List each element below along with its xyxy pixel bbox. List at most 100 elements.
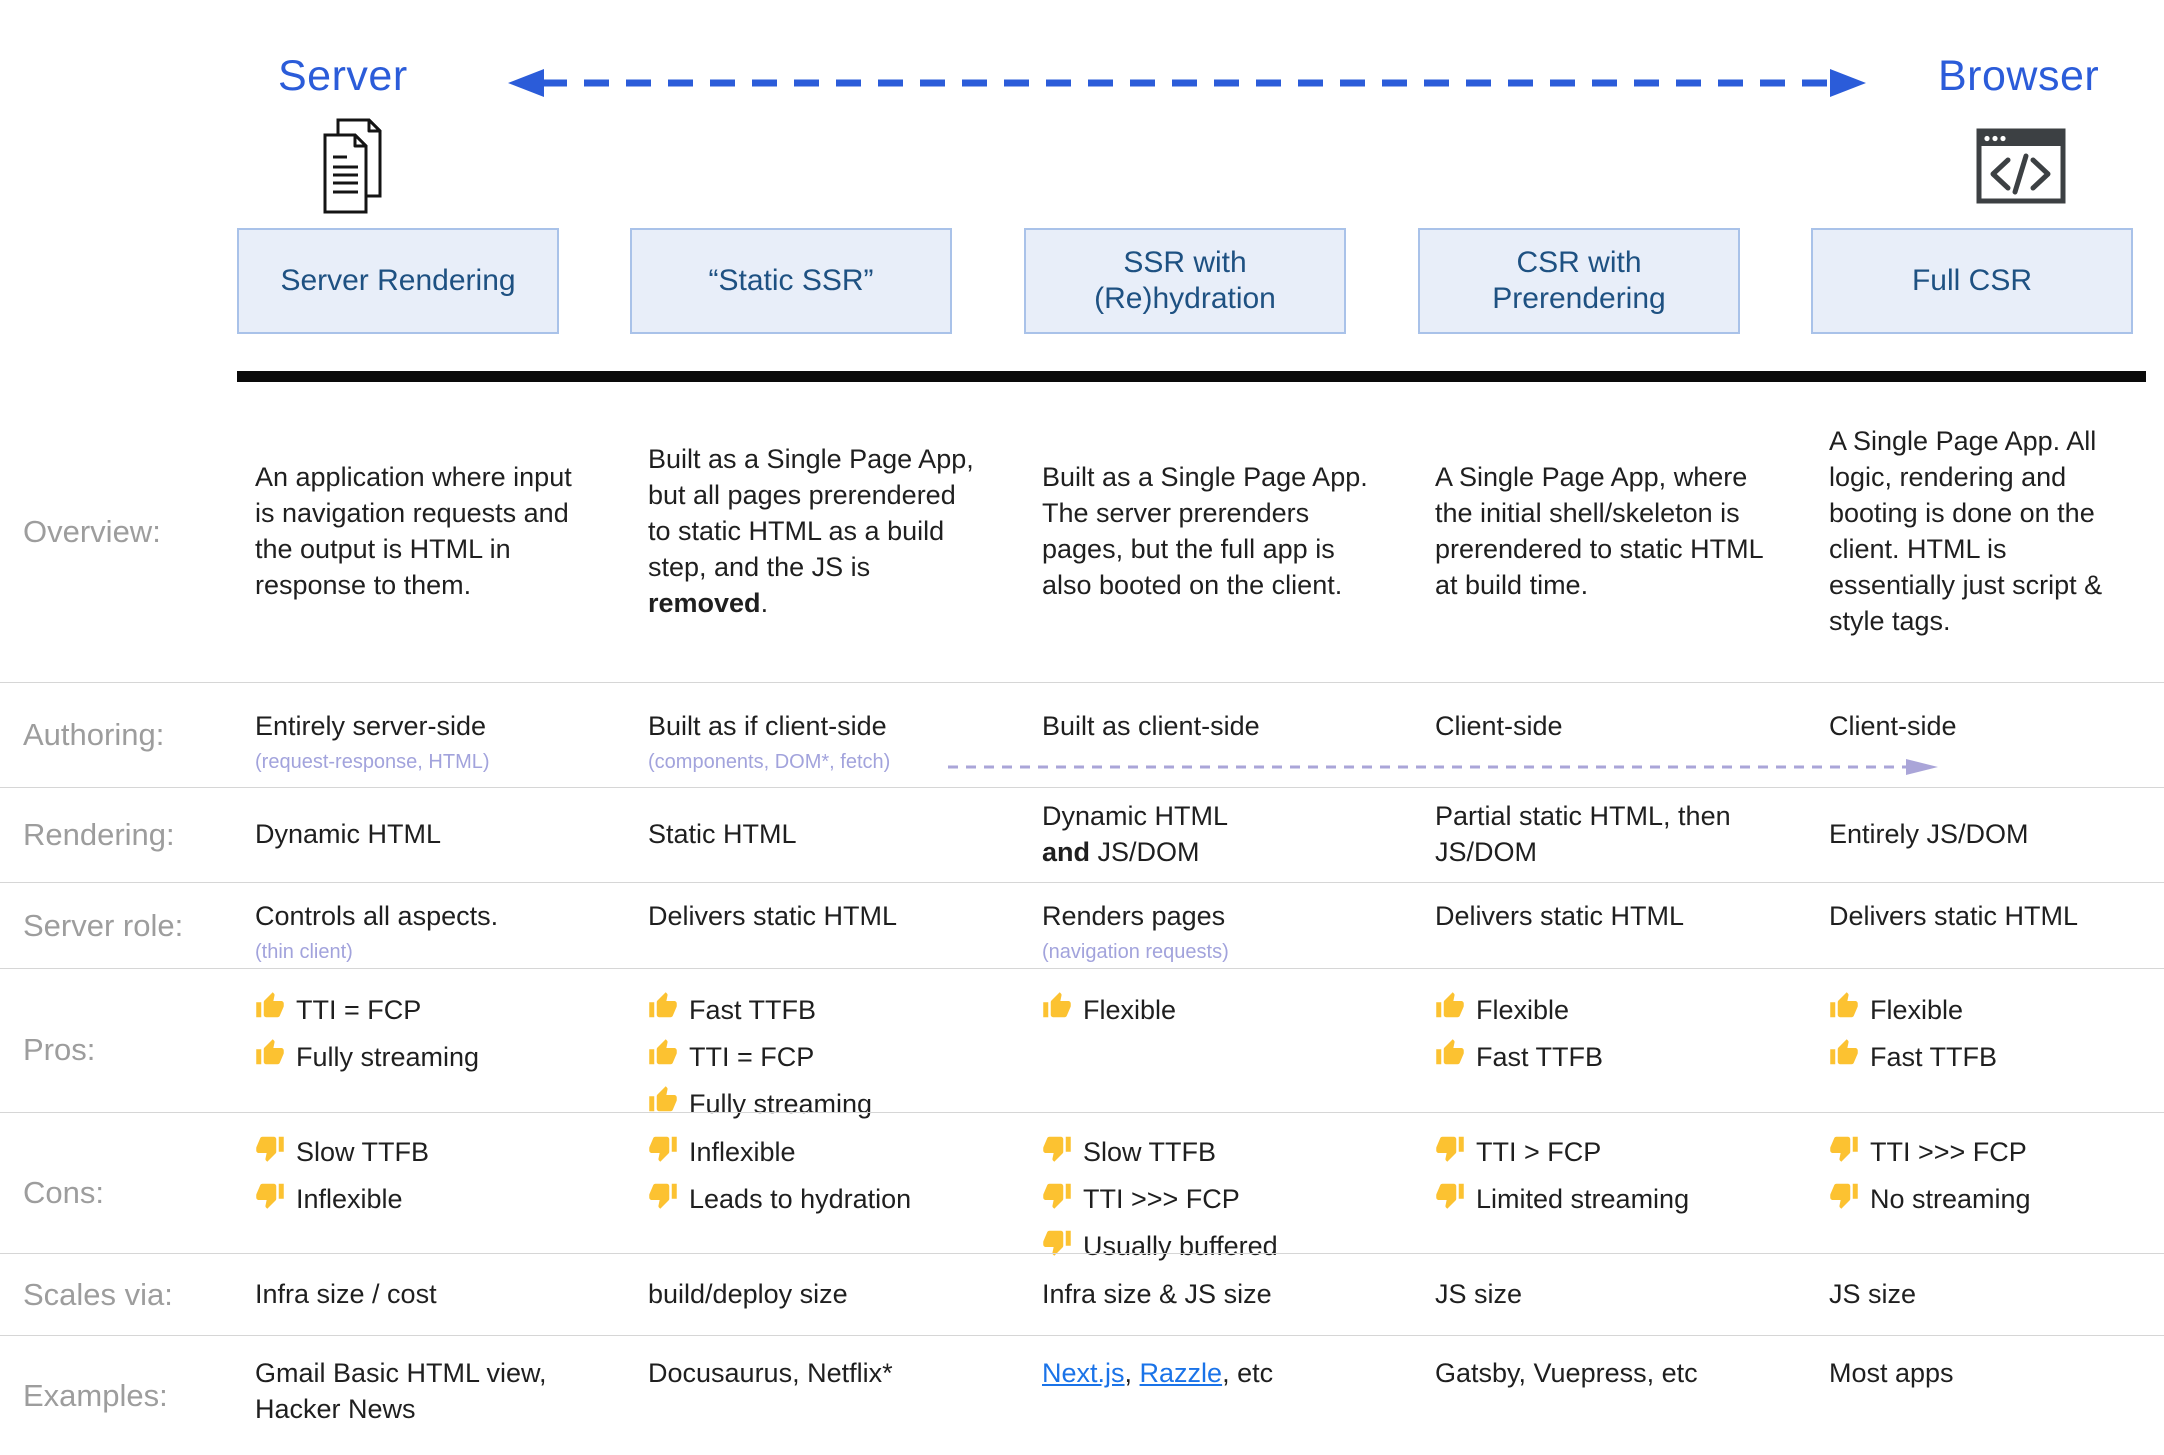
thumbs-down-icon [648, 1133, 678, 1173]
thumbs-up-icon [1829, 991, 1859, 1031]
thumbs-down-icon [1829, 1133, 1859, 1173]
scales-cell-col4: JS size [1435, 1278, 1523, 1309]
scales-cell-col3: Infra size & JS size [1042, 1278, 1272, 1309]
cons-cell-col3: Slow TTFB TTI >>> FCP Usually buffered [1024, 1113, 1417, 1274]
server-role-cell-col5: Delivers static HTML [1829, 901, 2079, 931]
rendering-cell-col2: Static HTML [648, 819, 797, 850]
authoring-text: Built as if client-side [648, 711, 887, 741]
server-title: Server [278, 52, 408, 100]
pros-cell-col2: Fast TTFB TTI = FCP Fully streaming [630, 969, 1024, 1132]
server-role-cell-col3: Renders pages (navigation requests) [1024, 883, 1417, 964]
row-label-overview: Overview: [23, 514, 161, 549]
pros-cell-col3: Flexible [1024, 969, 1417, 1038]
thumbs-up-icon [255, 1038, 285, 1078]
pro-text: Fast TTFB [1870, 1041, 1998, 1072]
pro-item: Flexible [1829, 991, 2122, 1031]
con-text: Slow TTFB [1083, 1137, 1217, 1167]
overview-text: Built as a Single Page App, but all page… [648, 444, 974, 582]
pro-text: Flexible [1476, 995, 1570, 1025]
con-item: TTI >>> FCP [1042, 1180, 1375, 1220]
con-text: Leads to hydration [689, 1183, 912, 1214]
server-role-subtext: (thin client) [255, 940, 353, 963]
rendering-cell-col4: Partial static HTML, then JS/DOM [1435, 801, 1731, 867]
con-item: Slow TTFB [1042, 1133, 1375, 1173]
rendering-text: JS/DOM [1090, 837, 1200, 867]
authoring-cell-col4: Client-side [1435, 711, 1563, 741]
thumbs-down-icon [1042, 1227, 1072, 1267]
examples-cell-col1: Gmail Basic HTML view, Hacker News [255, 1358, 547, 1424]
row-cons: Cons: Slow TTFB Inflexible Inflexible Le… [0, 1112, 2164, 1261]
server-role-text: Controls all aspects. [255, 901, 499, 931]
pro-item: Flexible [1435, 991, 1769, 1031]
con-item: No streaming [1829, 1180, 2122, 1220]
rendering-cell-col5: Entirely JS/DOM [1829, 819, 2029, 850]
approach-box-csr-prerendering: CSR with Prerendering [1418, 228, 1740, 334]
scales-cell-col2: build/deploy size [648, 1278, 848, 1309]
thumbs-down-icon [255, 1180, 285, 1220]
con-text: Limited streaming [1476, 1183, 1690, 1214]
scales-cell-col5: JS size [1829, 1278, 1917, 1309]
pros-cell-col4: Flexible Fast TTFB [1417, 969, 1811, 1085]
con-text: Usually buffered [1083, 1230, 1278, 1261]
approach-box-server-rendering: Server Rendering [237, 228, 559, 334]
overview-text: . [760, 587, 769, 618]
pro-text: Fast TTFB [1476, 1041, 1604, 1072]
pro-item: TTI = FCP [648, 1038, 982, 1078]
server-role-cell-col2: Delivers static HTML [648, 901, 898, 931]
overview-cell-col3: Built as a Single Page App. The server p… [1042, 462, 1368, 600]
row-examples: Examples: Gmail Basic HTML view, Hacker … [0, 1335, 2164, 1455]
con-item: Usually buffered [1042, 1227, 1375, 1267]
overview-cell-col1: An application where input is navigation… [255, 462, 572, 600]
dashed-double-arrow-icon [508, 69, 1866, 97]
thumbs-down-icon [648, 1180, 678, 1220]
row-label-cons: Cons: [23, 1175, 104, 1211]
server-role-cell-col1: Controls all aspects. (thin client) [237, 883, 630, 964]
cons-cell-col2: Inflexible Leads to hydration [630, 1113, 1024, 1227]
thumbs-down-icon [1042, 1180, 1072, 1220]
thumbs-up-icon [648, 991, 678, 1031]
con-text: Inflexible [689, 1137, 796, 1167]
row-label-authoring: Authoring: [23, 717, 165, 752]
nextjs-link[interactable]: Next.js [1042, 1358, 1125, 1388]
pro-text: TTI = FCP [296, 995, 422, 1025]
pro-text: Flexible [1083, 995, 1177, 1025]
con-item: Inflexible [648, 1133, 982, 1173]
pro-item: Fully streaming [648, 1085, 982, 1125]
browser-window-icon [1976, 128, 2066, 204]
cons-cell-col1: Slow TTFB Inflexible [237, 1113, 630, 1227]
authoring-text: Entirely server-side [255, 711, 487, 741]
header-divider [237, 371, 2146, 382]
rendering-text: Dynamic HTML [1042, 801, 1229, 832]
approach-label: Full CSR [1911, 264, 2032, 297]
pro-text: Fast TTFB [689, 995, 817, 1025]
con-item: Inflexible [255, 1180, 588, 1220]
rendering-cell-col3: Dynamic HTML and JS/DOM [1024, 799, 1417, 871]
razzle-link[interactable]: Razzle [1139, 1358, 1223, 1388]
row-label-examples: Examples: [23, 1377, 168, 1413]
approach-box-full-csr: Full CSR [1811, 228, 2133, 334]
client-side-trend-arrow-icon [948, 759, 1938, 775]
examples-text: , [1124, 1358, 1140, 1388]
thumbs-up-icon [648, 1085, 678, 1125]
overview-bold-text: removed [648, 587, 761, 618]
cons-cell-col5: TTI >>> FCP No streaming [1811, 1113, 2164, 1227]
pro-item: Fast TTFB [1435, 1038, 1769, 1078]
con-text: TTI >>> FCP [1083, 1183, 1240, 1214]
con-text: Slow TTFB [296, 1137, 430, 1167]
server-role-text: Renders pages [1042, 901, 1226, 931]
authoring-cell-col5: Client-side [1829, 711, 1957, 741]
authoring-cell-col1: Entirely server-side (request-response, H… [237, 683, 630, 774]
server-role-cell-col4: Delivers static HTML [1435, 901, 1685, 931]
con-item: Limited streaming [1435, 1180, 1769, 1220]
con-text: No streaming [1870, 1183, 2031, 1214]
scales-cell-col1: Infra size / cost [255, 1278, 437, 1309]
authoring-subtext: (components, DOM*, fetch) [648, 750, 891, 773]
approach-label: Server Rendering [280, 264, 516, 297]
row-overview: Overview: An application where input is … [0, 382, 2164, 682]
overview-cell-col2: Built as a Single Page App, but all page… [630, 442, 1024, 622]
thumbs-up-icon [1829, 1038, 1859, 1078]
thumbs-up-icon [1435, 1038, 1465, 1078]
con-item: Leads to hydration [648, 1180, 982, 1220]
approach-label: “Static SSR” [708, 264, 874, 297]
